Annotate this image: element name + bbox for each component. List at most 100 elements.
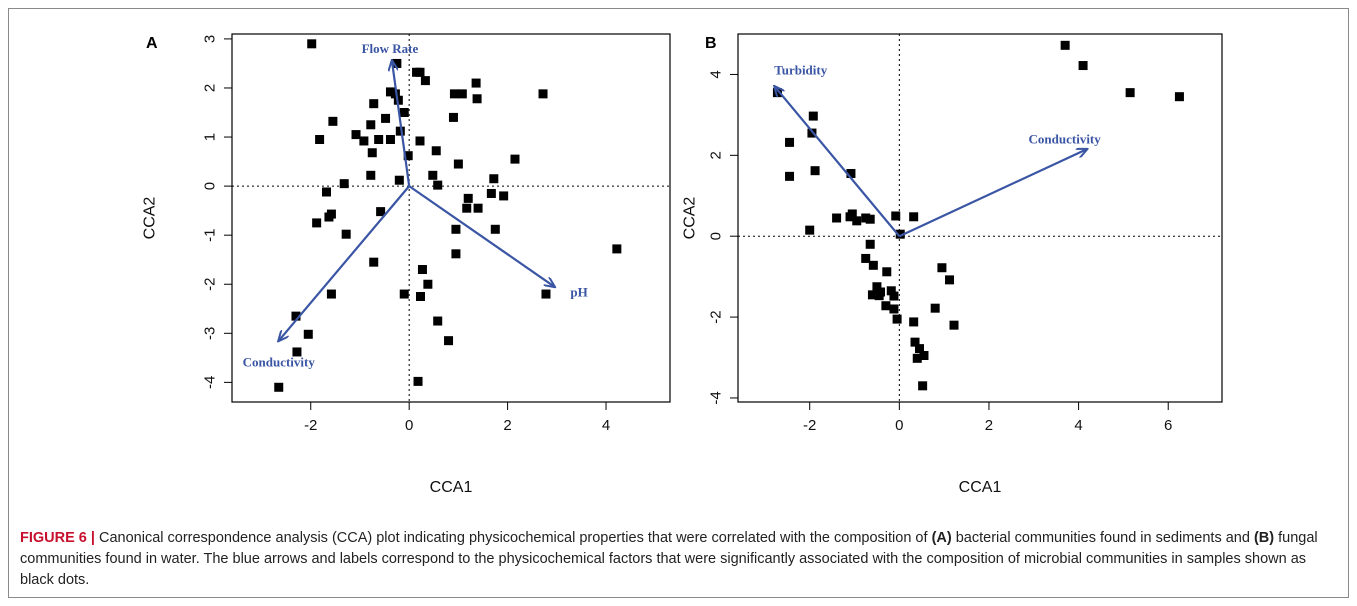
panel-a-letter: A bbox=[146, 35, 158, 52]
panel-a-sample-point bbox=[462, 203, 472, 213]
panel-b-sample-point bbox=[895, 229, 905, 239]
panel-b-sample-point bbox=[861, 253, 871, 263]
caption-text-1: Canonical correspondence analysis (CCA) … bbox=[94, 530, 932, 546]
panel-a-y-tick-label: -2 bbox=[202, 278, 219, 291]
panel-b-sample-point bbox=[889, 304, 899, 314]
panel-a-sample-point bbox=[366, 120, 376, 130]
panel-a-sample-point bbox=[413, 376, 423, 386]
panel-a-y-tick-label: 3 bbox=[202, 35, 219, 43]
panel-a-sample-point bbox=[341, 229, 351, 239]
panel-a-sample-point bbox=[359, 136, 369, 146]
panel-b-sample-point bbox=[910, 337, 920, 347]
panel-b-sample-point bbox=[892, 314, 902, 324]
panel-b-sample-point bbox=[930, 303, 940, 313]
panel-b-sample-point bbox=[915, 344, 924, 354]
panel-b-sample-point bbox=[912, 353, 922, 363]
panel-a-y-tick-label: -3 bbox=[202, 327, 219, 340]
panel-a-sample-point bbox=[366, 170, 376, 180]
panel-b-vector-label: Conductivity bbox=[1029, 131, 1102, 146]
panel-a-vector-label: pH bbox=[570, 285, 587, 300]
panel-b-sample-point bbox=[919, 350, 929, 360]
panel-a-sample-point bbox=[394, 175, 404, 185]
panel-a-sample-point bbox=[420, 76, 430, 86]
panel-a-x-tick-label: 4 bbox=[602, 417, 610, 434]
panel-b-sample-point bbox=[949, 320, 959, 330]
panel-a-y-tick-label: -4 bbox=[202, 376, 219, 389]
panel-a-sample-point bbox=[395, 126, 405, 136]
panel-a-sample-point bbox=[315, 134, 325, 144]
panel-a-sample-point bbox=[307, 39, 317, 49]
panel-b-sample-point bbox=[891, 211, 901, 221]
panel-a-sample-point bbox=[415, 67, 425, 77]
panel-a-sample-point bbox=[490, 224, 500, 234]
cca-figure: -2 0 2 4 -4 -3 -2 -1 0 1 2 3 CCA1 CCA2 A Flow Rate pH Con… bbox=[142, 33, 1223, 496]
panel-a-sample-point bbox=[292, 347, 302, 357]
panel-a-sample-point bbox=[453, 159, 463, 169]
panel-b-sample-point bbox=[1078, 61, 1088, 71]
panel-b-sample-point bbox=[886, 286, 896, 296]
panel-b-y-tick-label: -4 bbox=[708, 391, 725, 404]
panel-a-sample-point bbox=[415, 292, 425, 302]
panel-b-y-tick-label: 0 bbox=[708, 232, 725, 240]
panel-b-sample-point bbox=[1174, 92, 1184, 102]
panel-a-sample-point bbox=[612, 244, 622, 254]
panel-a-plot: -2 0 2 4 -4 -3 -2 -1 0 1 2 3 CCA1 CCA2 A Flow Rate pH Con… bbox=[142, 33, 671, 496]
panel-a-sample-point bbox=[399, 289, 409, 299]
panel-a-sample-point bbox=[351, 130, 361, 140]
panel-a-sample-point bbox=[457, 89, 467, 99]
panel-b-sample-point bbox=[807, 128, 817, 138]
panel-a-sample-point bbox=[339, 179, 349, 189]
panel-b-sample-point bbox=[872, 282, 882, 292]
panel-b-sample-point bbox=[937, 263, 947, 273]
panel-b-sample-point bbox=[881, 301, 891, 311]
panel-a-x-tick-label: 2 bbox=[503, 417, 511, 434]
figure-frame bbox=[8, 8, 1349, 598]
panel-b-sample-point bbox=[945, 275, 955, 285]
panel-b-y-tick-label: -2 bbox=[708, 310, 725, 323]
panel-a-vector-ph bbox=[408, 185, 554, 287]
panel-a-sample-point bbox=[486, 188, 496, 198]
panel-b-sample-point bbox=[867, 290, 877, 300]
panel-a-sample-point bbox=[538, 89, 548, 99]
panel-b-letter: B bbox=[705, 35, 717, 52]
panel-a-sample-point bbox=[369, 257, 379, 267]
panel-b-y-tick-label: 4 bbox=[708, 70, 725, 78]
panel-b-sample-point bbox=[909, 317, 919, 327]
panel-a-sample-point bbox=[428, 170, 438, 180]
panel-a-sample-point bbox=[274, 382, 284, 392]
panel-a-sample-point bbox=[451, 249, 461, 259]
panel-a-sample-point bbox=[431, 146, 441, 156]
panel-a-sample-point bbox=[449, 89, 459, 99]
panel-a-vector-flow-rate bbox=[392, 61, 411, 187]
panel-a-sample-point bbox=[499, 191, 509, 201]
panel-b-sample-point bbox=[882, 267, 892, 277]
panel-b-sample-point bbox=[805, 225, 815, 235]
panel-a-sample-point bbox=[463, 193, 473, 203]
figure-caption: FIGURE 6 | Canonical correspondence anal… bbox=[20, 528, 1340, 591]
panel-b-x-tick-label: 4 bbox=[1074, 417, 1082, 434]
panel-a-sample-point bbox=[385, 134, 395, 144]
panel-b-vector-turbidity bbox=[775, 87, 901, 237]
panel-a-sample-point bbox=[433, 316, 443, 326]
panel-a-sample-point bbox=[415, 136, 425, 146]
panel-a-vector-conductivity bbox=[279, 185, 411, 341]
panel-a-sample-point bbox=[326, 289, 336, 299]
panel-a-sample-point bbox=[324, 212, 334, 222]
panel-a-sample-point bbox=[489, 174, 499, 184]
panel-b-sample-point bbox=[847, 209, 857, 219]
panel-a-x-axis-title: CCA1 bbox=[430, 479, 473, 496]
panel-b-y-axis-title: CCA2 bbox=[682, 197, 699, 240]
panel-b-sample-point bbox=[918, 381, 928, 391]
caption-text-3: fungal communities found in water. The b… bbox=[20, 530, 1318, 588]
panel-b-sample-point bbox=[846, 169, 856, 179]
panel-b-sample-point bbox=[865, 214, 875, 224]
panel-a-sample-point bbox=[541, 289, 551, 299]
panel-a-sample-point bbox=[303, 329, 313, 339]
caption-bold-b: (B) bbox=[1253, 530, 1275, 546]
panel-a-vector-label: Flow Rate bbox=[362, 41, 419, 56]
panel-b-sample-point bbox=[852, 216, 862, 226]
panel-a-sample-point bbox=[433, 180, 443, 190]
panel-a-sample-point bbox=[423, 279, 433, 289]
panel-a-sample-point bbox=[451, 224, 461, 234]
panel-b-x-tick-label: 6 bbox=[1164, 417, 1172, 434]
